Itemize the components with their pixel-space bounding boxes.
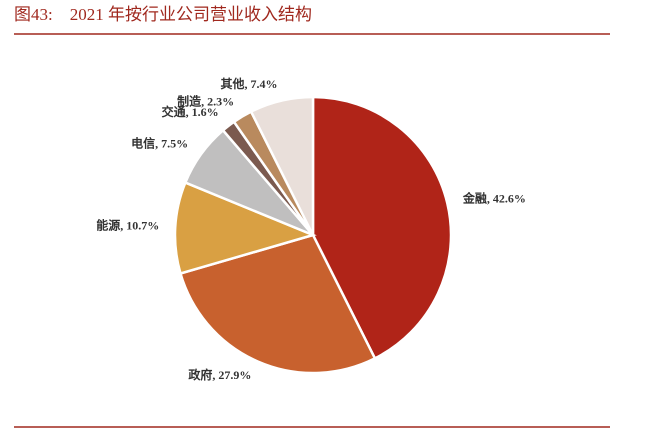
pie-slice [173,180,317,276]
slice-label: 其他, 7.4% [221,76,278,91]
pie-slice [249,95,315,236]
slice-label: 交通, 1.6% [162,104,219,119]
slice-label: 制造, 2.3% [177,93,234,108]
slice-label: 政府, 27.9% [188,367,251,382]
pie-slice [178,233,377,375]
chart-title: 图43: 2021 年按行业公司营业收入结构 [14,5,312,24]
slice-label: 能源, 10.7% [96,218,159,233]
slice-label: 金融, 42.6% [462,190,526,205]
pie-slice [311,95,453,361]
slice-label: 电信, 7.5% [131,136,188,151]
